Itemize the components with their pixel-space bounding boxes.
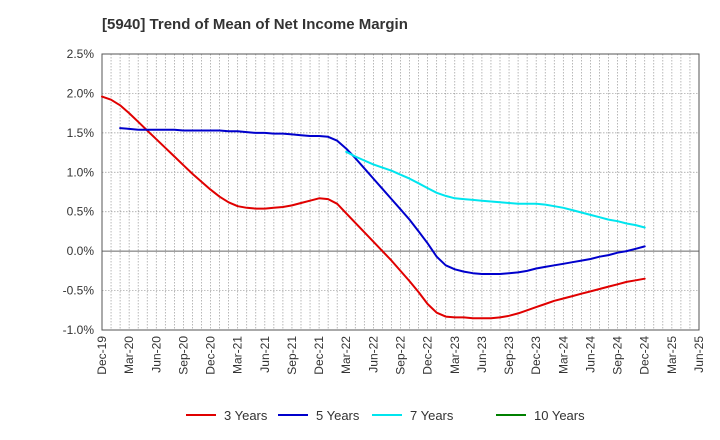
y-tick-label: 0.0% [67, 244, 95, 258]
series-line-7-years [345, 150, 646, 229]
x-tick-label: Dec-23 [529, 336, 543, 375]
x-tick-label: Jun-22 [366, 336, 380, 373]
y-tick-labels: 2.5% 2.0% 1.5% 1.0% 0.5% 0.0% -0.5% -1.0% [63, 47, 95, 337]
x-tick-label: Mar-25 [665, 336, 679, 374]
x-tick-label: Jun-25 [692, 336, 706, 373]
x-tick-label: Jun-24 [583, 336, 597, 373]
x-tick-labels: Dec-19 Mar-20 Jun-20 Sep-20 Dec-20 Mar-21 Jun-… [95, 336, 706, 375]
x-tick-label: Mar-20 [122, 336, 136, 374]
x-tick-label: Dec-22 [421, 336, 435, 375]
x-tick-label: Dec-20 [204, 336, 218, 375]
plot-frame [101, 53, 700, 331]
x-tick-label: Sep-20 [176, 336, 190, 375]
x-tick-label: Dec-21 [312, 336, 326, 375]
chart-title: [5940] Trend of Mean of Net Income Margi… [102, 16, 408, 33]
x-tick-label: Sep-24 [611, 336, 625, 375]
y-tick-label: -1.0% [63, 323, 95, 337]
legend-label-7-years: 7 Years [410, 408, 454, 423]
x-tick-label: Jun-21 [258, 336, 272, 373]
y-tick-label: 2.5% [67, 47, 95, 61]
x-tick-label: Dec-19 [95, 336, 109, 375]
x-tick-label: Sep-23 [502, 336, 516, 375]
y-tick-label: 1.5% [67, 126, 95, 140]
legend: 3 Years 5 Years 7 Years 10 Years [186, 408, 585, 423]
series-line-5-years [119, 127, 646, 275]
x-tick-label: Dec-24 [638, 336, 652, 375]
x-tick-label: Jun-20 [149, 336, 163, 373]
series-line-3-years [101, 95, 646, 320]
legend-label-3-years: 3 Years [224, 408, 268, 423]
x-tick-label: Sep-22 [394, 336, 408, 375]
legend-label-5-years: 5 Years [316, 408, 360, 423]
x-tick-label: Mar-24 [556, 336, 570, 374]
y-tick-label: 1.0% [67, 165, 95, 179]
x-tick-label: Mar-21 [231, 336, 245, 374]
series-lines [101, 95, 646, 320]
y-tick-label: 0.5% [67, 205, 95, 219]
y-tick-label: -0.5% [63, 284, 95, 298]
x-tick-label: Mar-23 [448, 336, 462, 374]
y-tick-label: 2.0% [67, 86, 95, 100]
x-tick-label: Sep-21 [285, 336, 299, 375]
x-tick-label: Jun-23 [475, 336, 489, 373]
legend-label-10-years: 10 Years [534, 408, 585, 423]
x-tick-label: Mar-22 [339, 336, 353, 374]
